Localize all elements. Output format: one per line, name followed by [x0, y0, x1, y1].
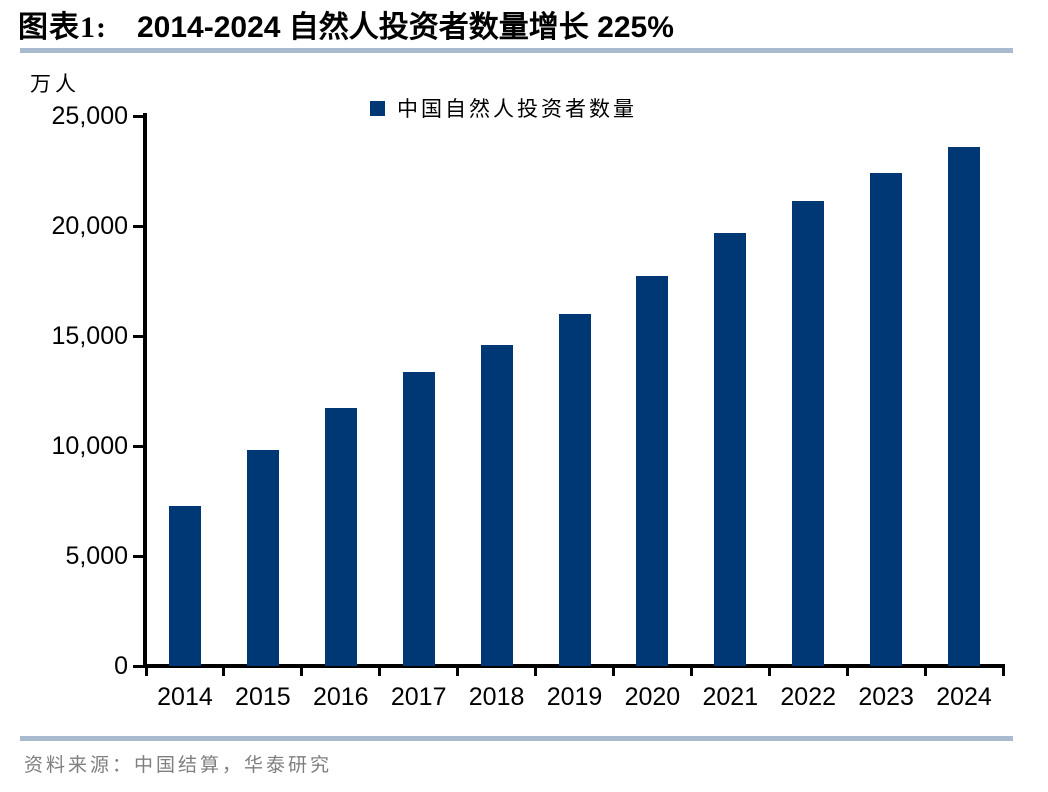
x-axis-line: [143, 664, 1005, 668]
x-axis-label-2022: 2022: [780, 683, 837, 711]
bar-2015: [246, 450, 279, 666]
source-note: 资料来源：中国结算，华泰研究: [24, 755, 333, 776]
bar-2020: [636, 276, 669, 666]
y-axis-tick: [133, 445, 144, 448]
bar-2016: [324, 408, 357, 666]
x-axis-label-2023: 2023: [858, 683, 914, 711]
y-axis-line: [143, 113, 147, 668]
x-axis-label-2021: 2021: [702, 683, 759, 711]
y-axis-tick-label: 5,000: [65, 542, 128, 570]
legend-marker-icon: [370, 100, 385, 116]
chart-title-text: 2014-2024 自然人投资者数量增长 225%: [137, 11, 674, 44]
y-axis-tick-label: 25,000: [51, 102, 128, 130]
x-axis-tick: [378, 666, 382, 676]
y-axis-tick-label: 20,000: [51, 212, 128, 240]
y-axis-tick-label: 0: [114, 652, 128, 680]
x-axis-tick: [300, 666, 304, 676]
chart-title-label: 图表1:: [18, 11, 107, 44]
x-axis-label-2018: 2018: [468, 683, 525, 711]
y-axis-tick: [133, 335, 144, 338]
bar-2024: [948, 147, 981, 666]
x-axis-tick: [845, 666, 849, 676]
y-axis-tick: [133, 115, 144, 118]
y-axis-tick-label: 10,000: [51, 432, 128, 460]
bar-2023: [870, 173, 903, 666]
x-axis-tick: [689, 666, 693, 676]
x-axis-tick: [144, 666, 148, 676]
x-axis-label-2024: 2024: [936, 683, 992, 711]
x-axis-tick: [456, 666, 460, 676]
x-axis-tick: [767, 666, 771, 676]
y-axis-tick: [133, 225, 144, 228]
y-axis-tick: [133, 555, 144, 558]
x-axis-label-2015: 2015: [235, 683, 291, 711]
y-axis-tick-label: 15,000: [51, 322, 128, 350]
title-divider: [20, 48, 1013, 53]
x-axis-label-2019: 2019: [546, 683, 603, 711]
x-axis-tick: [611, 666, 615, 676]
chart-title: 图表1: 2014-2024 自然人投资者数量增长 225%: [18, 8, 674, 48]
bar-2021: [714, 233, 747, 666]
x-axis-tick: [1001, 666, 1005, 676]
bar-2017: [402, 372, 435, 666]
x-axis-label-2016: 2016: [312, 683, 369, 711]
legend-label: 中国自然人投资者数量: [397, 97, 637, 121]
bar-2022: [792, 201, 825, 666]
bar-2019: [558, 314, 591, 666]
x-axis-label-2014: 2014: [157, 683, 213, 711]
x-axis-tick: [923, 666, 927, 676]
bar-2014: [168, 506, 201, 666]
x-axis-label-2017: 2017: [390, 683, 447, 711]
y-axis-unit-label: 万人: [30, 72, 80, 96]
x-axis-tick: [534, 666, 538, 676]
y-axis-tick: [133, 665, 144, 668]
legend: 中国自然人投资者数量: [370, 96, 637, 121]
x-axis-label-2020: 2020: [624, 683, 681, 711]
x-axis-tick: [222, 666, 226, 676]
bar-2018: [480, 345, 513, 666]
source-divider: [20, 736, 1013, 741]
